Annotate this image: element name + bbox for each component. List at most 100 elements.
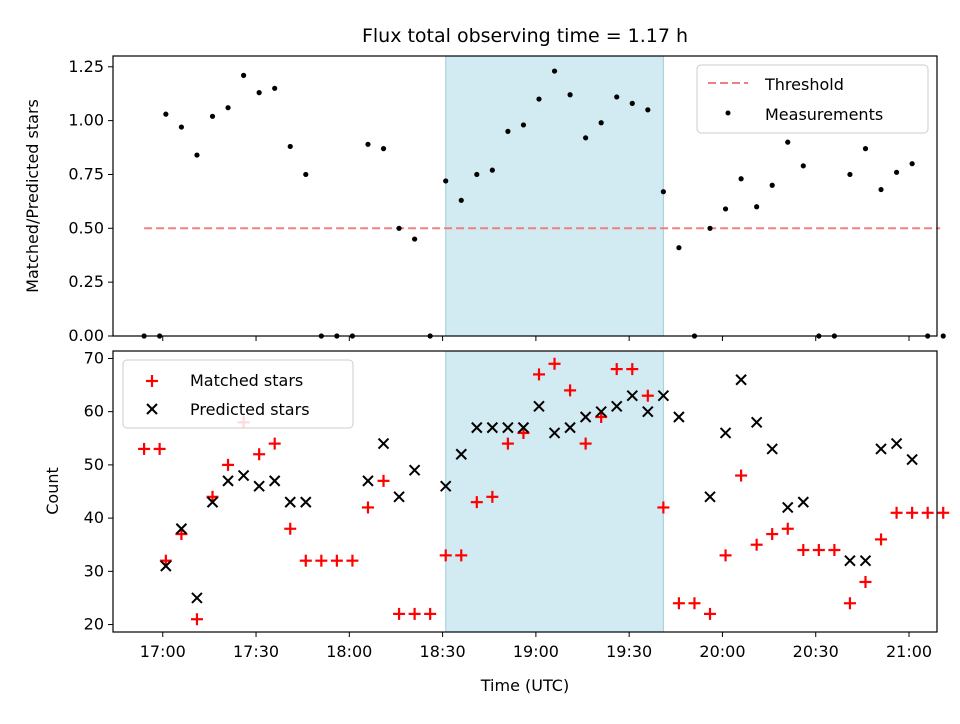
top-y-tick-label: 0.00 — [68, 326, 104, 345]
measurement-point — [240, 72, 247, 78]
matched-star-marker — [781, 522, 794, 535]
matched-star-marker — [501, 437, 514, 450]
matched-star-marker — [439, 549, 452, 562]
bottom-x-tick-label: 19:30 — [606, 642, 652, 661]
matched-star-marker — [393, 607, 406, 620]
x-axis-label: Time (UTC) — [480, 676, 569, 695]
predicted-star-marker — [766, 443, 778, 455]
measurement-point — [505, 128, 511, 134]
measurement-point — [443, 178, 449, 184]
measurement-point — [256, 90, 262, 96]
predicted-marker-b — [782, 501, 794, 514]
matched-star-marker — [284, 522, 297, 535]
predicted-star-marker — [175, 523, 188, 535]
top-y-axis-label: Matched/Predicted stars — [23, 99, 42, 293]
legend-measurements-swatch — [725, 110, 731, 116]
predicted-star-marker — [284, 496, 296, 508]
measurement-point — [909, 161, 915, 167]
predicted-star-marker — [719, 427, 732, 439]
measurement-point — [785, 139, 791, 145]
predicted-marker-b — [408, 464, 421, 476]
predicted-star-marker — [750, 416, 763, 429]
predicted-marker-b — [533, 400, 545, 413]
predicted-marker-b — [393, 491, 405, 503]
matched-star-marker — [408, 607, 421, 620]
top-y-tick-label: 0.50 — [68, 218, 104, 237]
matched-star-marker — [735, 469, 748, 482]
measurement-point — [209, 113, 216, 119]
chart-title: Flux total observing time = 1.17 h — [362, 25, 688, 47]
matched-star-marker — [797, 544, 810, 557]
matched-star-marker — [253, 448, 266, 461]
matched-star-marker — [610, 363, 623, 376]
matched-star-marker — [153, 442, 166, 455]
predicted-marker-b — [642, 405, 654, 418]
predicted-star-marker — [222, 475, 234, 487]
bottom-panel: 20 30 40 50 60 70 17:00 17:30 18:00 18:30 19:00 19… — [43, 348, 950, 695]
predicted-marker-b — [859, 554, 872, 567]
measurement-point — [474, 171, 480, 178]
measurement-point — [489, 167, 495, 173]
matched-star-marker — [564, 384, 577, 397]
predicted-marker-b — [440, 480, 452, 492]
measurement-point — [862, 146, 869, 152]
bottom-shaded-interval — [445, 350, 664, 633]
predicted-star-marker — [440, 480, 452, 492]
matched-star-marker — [548, 357, 561, 370]
matched-star-marker — [424, 607, 437, 620]
matched-star-marker — [268, 437, 281, 450]
measurement-point — [940, 333, 946, 339]
matched-star-marker — [190, 613, 203, 626]
top-legend: Threshold Measurements — [696, 64, 929, 134]
measurement-point — [272, 85, 278, 91]
bottom-x-axis: 17:00 17:30 18:00 18:30 19:00 19:30 20:00 20:30… — [140, 632, 932, 661]
predicted-marker-b — [579, 411, 592, 423]
measurement-point — [645, 107, 651, 113]
measurement-point — [458, 197, 464, 203]
top-y-tick-label: 0.75 — [68, 164, 104, 183]
matched-star-marker — [875, 533, 888, 546]
predicted-star-marker — [237, 469, 250, 482]
measurement-point — [754, 204, 760, 210]
bottom-axes-frame — [112, 350, 938, 633]
matched-star-marker — [346, 554, 359, 567]
measurement-point — [380, 146, 387, 152]
matched-star-marker — [937, 506, 950, 519]
predicted-marker-b — [502, 421, 514, 434]
matched-star-marker — [672, 597, 685, 610]
predicted-marker-b — [517, 421, 530, 434]
matched-star-marker — [828, 544, 841, 557]
matched-star-marker — [361, 501, 374, 514]
matched-star-marker — [843, 597, 856, 610]
bottom-x-tick-label: 18:30 — [420, 642, 466, 661]
measurement-point — [287, 143, 293, 150]
measurement-point — [800, 163, 806, 169]
predicted-star-marker — [642, 405, 654, 418]
bottom-x-tick-label: 20:00 — [699, 642, 745, 661]
top-axes-frame — [112, 55, 938, 337]
bottom-legend-box — [122, 359, 354, 429]
predicted-star-marker — [393, 491, 405, 503]
matched-star-marker — [330, 554, 343, 567]
measurement-point — [598, 120, 604, 126]
matched-star-marker — [766, 528, 779, 541]
top-legend-box — [696, 64, 929, 134]
legend-predicted-swatch — [146, 403, 158, 415]
predicted-star-marker — [206, 496, 219, 508]
predicted-marker-b — [844, 554, 856, 567]
predicted-marker-b — [704, 491, 716, 503]
matched-star-marker — [688, 597, 701, 610]
matched-star-marker — [579, 437, 592, 450]
matched-star-marker — [299, 554, 312, 567]
matched-star-marker — [750, 538, 763, 551]
predicted-marker-b — [253, 480, 265, 492]
top-y-axis: 0.00 0.25 0.50 0.75 1.00 1.25 — [68, 57, 113, 345]
matched-star-marker — [890, 506, 903, 519]
matched-star-marker — [719, 549, 732, 562]
top-shaded-interval — [445, 55, 664, 337]
matched-star-marker — [222, 458, 235, 471]
measurement-point — [614, 94, 620, 100]
predicted-marker-b — [564, 421, 576, 434]
measurement-point — [878, 186, 884, 193]
